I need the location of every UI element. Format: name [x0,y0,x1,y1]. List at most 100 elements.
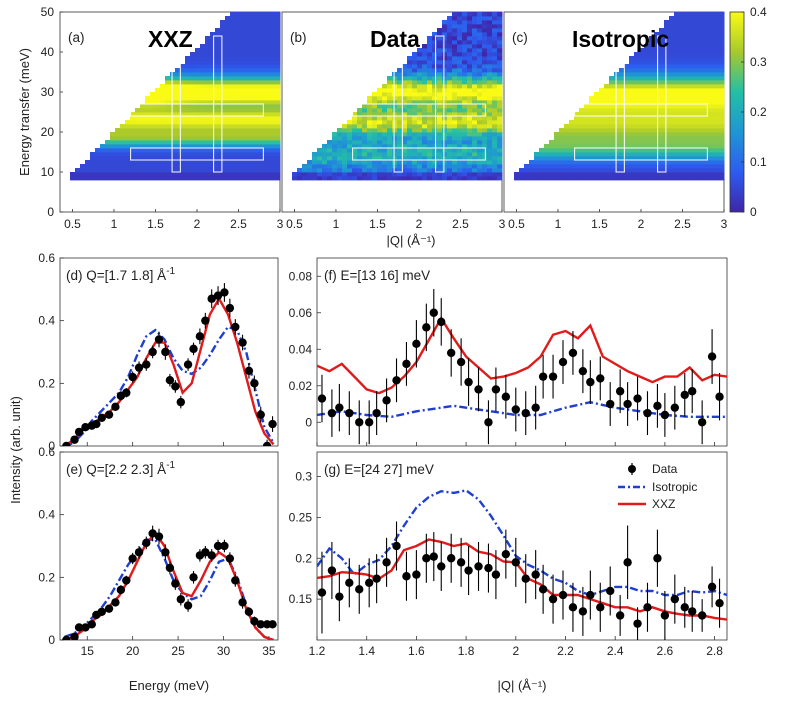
heatmap-cell [694,112,700,117]
heatmap-cell [220,152,226,157]
heatmap-cell [684,84,690,89]
heatmap-cell [352,120,358,125]
heatmap-cell [155,96,161,101]
heatmap-cell [427,116,433,121]
data-point-g [402,572,411,581]
heatmap-cell [170,80,176,85]
heatmap-cell [432,108,438,113]
heatmap-cell [317,160,323,165]
heatmap-cell [160,152,166,157]
heatmap-cell [442,164,448,169]
heatmap-cell [205,152,211,157]
heatmap-cell [302,164,308,169]
heatmap-cell [150,92,156,97]
heatmap-cell [609,156,615,161]
heatmap-cell [714,120,720,125]
heatmap-cell [457,132,463,137]
heatmap-cell [447,144,453,149]
heatmap-cell [220,48,226,53]
heatmap-cell [240,140,246,145]
heatmap-cell [235,68,241,73]
heatmap-cell [487,60,493,65]
heatmap-cell [362,144,368,149]
heatmap-cell [240,28,246,33]
heatmap-cell [544,148,550,153]
heatmap-cell [150,140,156,145]
heatmap-cell [432,84,438,89]
heatmap-cell [275,120,281,125]
heatmap-cell [397,148,403,153]
heatmap-cell [220,176,226,181]
heatmap-cell [664,88,670,93]
heatmap-cell [614,152,620,157]
heatmap-cell [549,140,555,145]
heatmap-cell [487,160,493,165]
heatmap-cell [387,80,393,85]
heatmap-cell [629,140,635,145]
heatmap-cell [629,88,635,93]
heatmap-cell [477,124,483,129]
heatmap-cell [539,152,545,157]
heatmap-cell [185,60,191,65]
heatmap-cell [574,124,580,129]
heatmap-cell [492,60,498,65]
heatmap-cell [447,88,453,93]
heatmap-cell [130,112,136,117]
heatmap-cell [497,60,503,65]
heatmap-cell [417,136,423,141]
heatmap-cell [270,52,276,57]
heatmap-cell [255,28,261,33]
heatmap-cell [482,24,488,29]
heatmap-cell [497,116,503,121]
heatmap-cell [220,120,226,125]
heatmap-cell [669,156,675,161]
heatmap-cell [175,168,181,173]
heatmap-cell [407,172,413,177]
heatmap-cell [654,164,660,169]
heatmap-cell [245,144,251,149]
heatmap-cell [190,100,196,105]
heatmap-cell [110,164,116,169]
heatmap-cell [155,88,161,93]
heatmap-cell [367,164,373,169]
heatmap-cell [155,164,161,169]
heatmap-cell [684,52,690,57]
heatmap-cell [245,160,251,165]
heatmap-cell [452,68,458,73]
heatmap-cell [654,92,660,97]
heatmap-cell [437,112,443,117]
heatmap-cell [240,104,246,109]
heatmap-cell [714,168,720,173]
heatmap-cell [342,148,348,153]
heatmap-cell [235,176,241,181]
heatmap-cell [210,32,216,37]
heatmap-cell [719,72,725,77]
heatmap-cell [392,160,398,165]
heatmap-cell [377,112,383,117]
heatmap-cell [704,104,710,109]
heatmap-cell [417,160,423,165]
heatmap-cell [240,24,246,29]
heatmap-cell [492,36,498,41]
heatmap-cell [704,144,710,149]
heatmap-cell [714,164,720,169]
heatmap-cell [492,136,498,141]
heatmap-cell [669,116,675,121]
heatmap-cell [584,156,590,161]
heatmap-cell [412,72,418,77]
heatmap-cell [669,172,675,177]
heatmap-cell [140,172,146,177]
data-point-f [355,418,364,427]
data-point-e [134,548,144,557]
heatmap-cell [654,168,660,173]
heatmap-cell [669,136,675,141]
heatmap-cell [709,36,715,41]
heatmap-cell [639,48,645,53]
heatmap-cell [265,152,271,157]
heatmap-cell [699,28,705,33]
heatmap-cell [357,124,363,129]
heatmap-cell [347,152,353,157]
heatmap-cell [342,172,348,177]
heatmap-cell [492,68,498,73]
heatmap-cell [462,32,468,37]
